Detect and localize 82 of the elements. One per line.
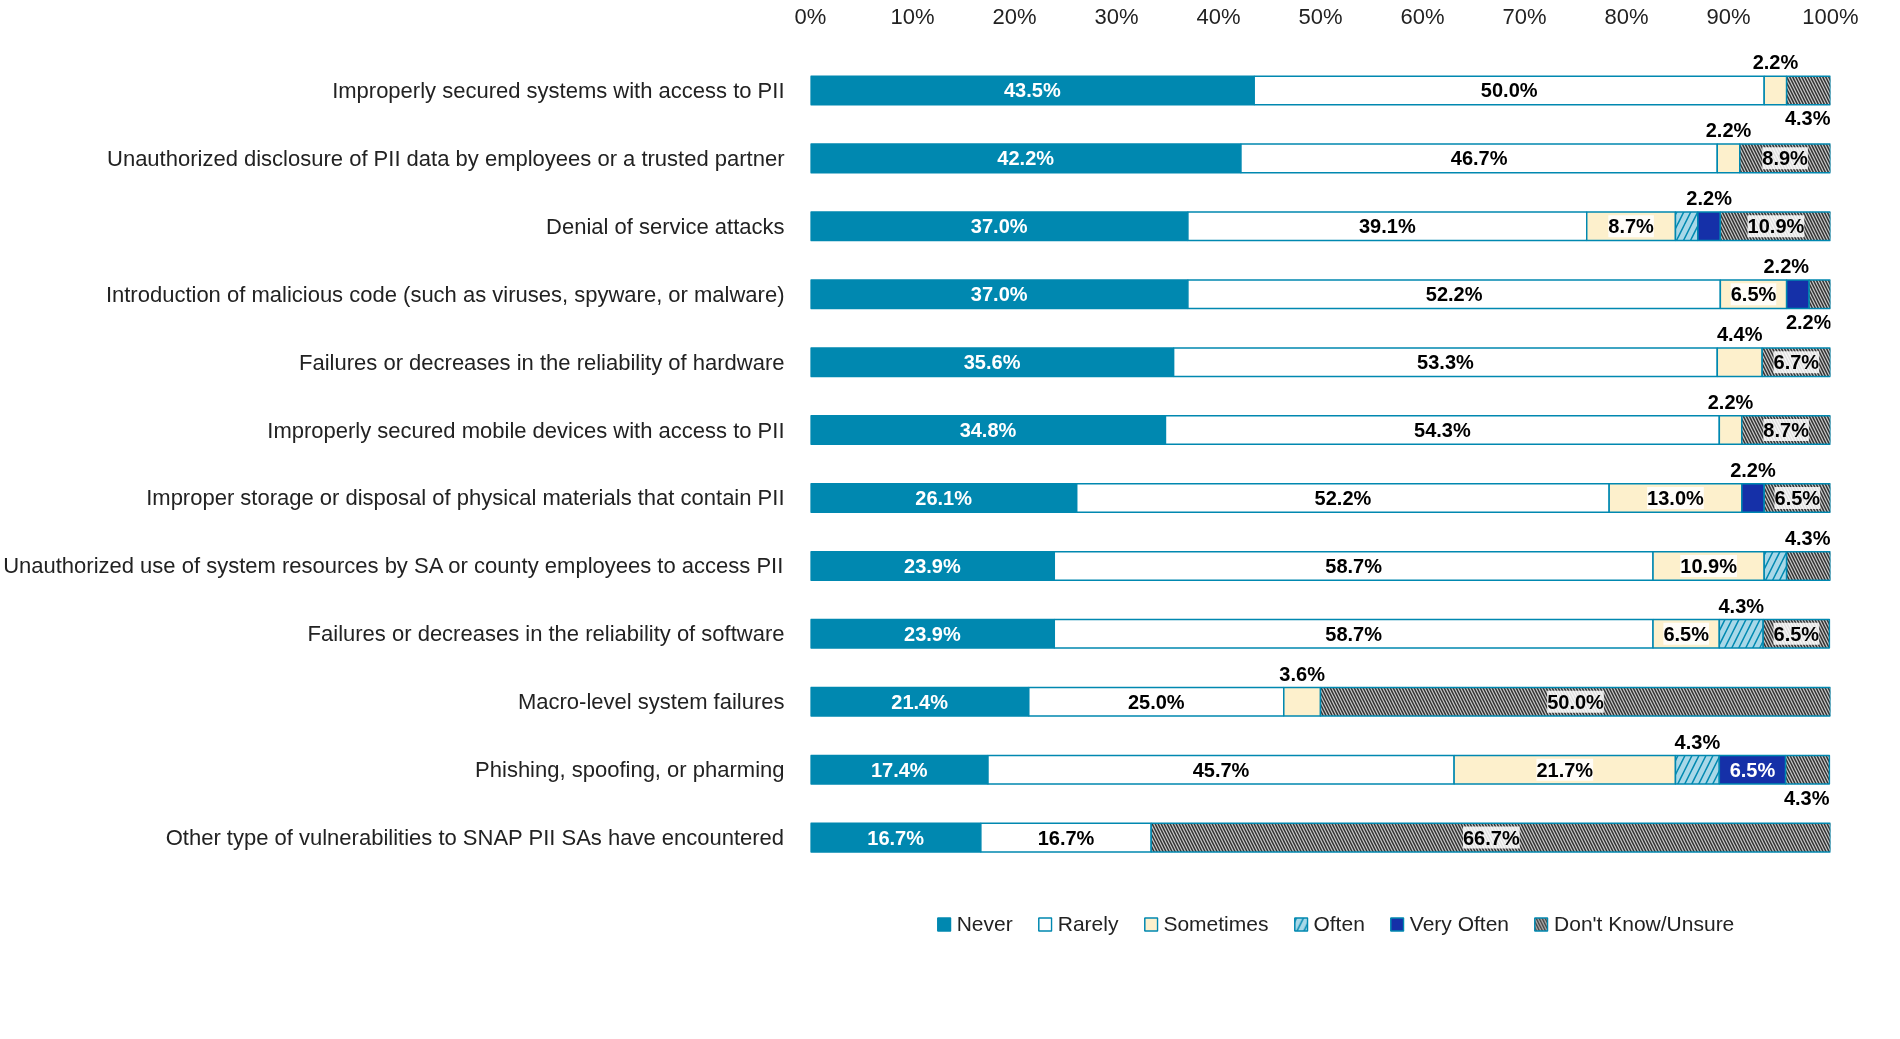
- data-label: 37.0%: [970, 283, 1028, 306]
- legend-label: Often: [1313, 911, 1365, 936]
- data-label: 3.6%: [1279, 662, 1326, 685]
- data-label: 54.3%: [1414, 419, 1471, 442]
- data-label: 10.9%: [1747, 215, 1805, 238]
- data-label: 2.2%: [1686, 187, 1733, 210]
- data-label: 2.2%: [1705, 119, 1752, 142]
- data-label: 2.2%: [1730, 459, 1776, 482]
- x-tick-label: 40%: [1196, 3, 1241, 29]
- y-tick-label: Unauthorized disclosure of PII data by employees or a trusted partner: [107, 145, 785, 171]
- data-label: 50.0%: [1480, 79, 1538, 102]
- data-label: 2.2%: [1763, 255, 1810, 278]
- data-label: 37.0%: [970, 215, 1028, 238]
- y-tick-label: Macro-level system failures: [517, 689, 785, 715]
- legend-label: Don't Know/Unsure: [1554, 911, 1735, 936]
- data-label: 23.9%: [904, 622, 961, 645]
- data-label: 50.0%: [1547, 690, 1605, 713]
- y-tick-label: Improperly secured systems with access to PII: [332, 77, 785, 103]
- data-label: 10.9%: [1680, 554, 1738, 577]
- legend-label: Very Often: [1409, 911, 1510, 936]
- data-label: 42.2%: [997, 147, 1055, 170]
- y-tick-label: Failures or decreases in the reliability of hardware: [299, 349, 785, 375]
- x-tick-label: 80%: [1604, 3, 1649, 29]
- data-label: 16.7%: [1037, 826, 1095, 849]
- data-label: 21.4%: [891, 690, 949, 713]
- data-label: 66.7%: [1463, 826, 1520, 849]
- x-tick-label: 20%: [992, 3, 1037, 29]
- data-label: 2.2%: [1785, 311, 1832, 334]
- x-tick-label: 70%: [1502, 3, 1547, 29]
- data-label: 58.7%: [1325, 554, 1383, 577]
- x-tick-label: 0%: [794, 3, 827, 29]
- y-tick-label: Failures or decreases in the reliability of software: [307, 621, 785, 647]
- y-tick-label: Denial of service attacks: [546, 213, 785, 239]
- data-label: 6.5%: [1663, 622, 1710, 645]
- data-label: 58.7%: [1325, 622, 1383, 645]
- data-label: 4.3%: [1718, 594, 1765, 617]
- y-tick-label: Improper storage or disposal of physical materials that contain PII: [146, 485, 785, 511]
- data-label: 6.5%: [1729, 758, 1776, 781]
- data-label: 4.3%: [1784, 526, 1831, 549]
- y-tick-label: Unauthorized use of system resources by SA or county employees to access PII: [3, 553, 784, 579]
- data-label: 4.3%: [1674, 730, 1721, 753]
- data-label: 23.9%: [904, 554, 961, 577]
- y-tick-label: Phishing, spoofing, or pharming: [475, 757, 785, 783]
- x-tick-label: 10%: [890, 3, 935, 29]
- data-label: 4.3%: [1784, 107, 1831, 130]
- data-label: 52.2%: [1425, 283, 1483, 306]
- data-label: 2.2%: [1707, 391, 1754, 414]
- data-label: 8.7%: [1763, 419, 1810, 442]
- data-label: 46.7%: [1450, 147, 1508, 170]
- data-label: 39.1%: [1358, 215, 1416, 238]
- data-label: 45.7%: [1192, 758, 1250, 781]
- legend-label: Sometimes: [1163, 911, 1269, 936]
- x-tick-label: 50%: [1298, 3, 1343, 29]
- data-label: 8.9%: [1762, 147, 1809, 170]
- y-tick-label: Other type of vulnerabilities to SNAP PII SAs have encountered: [165, 825, 785, 851]
- data-label: 52.2%: [1314, 486, 1372, 509]
- x-tick-label: 60%: [1400, 3, 1445, 29]
- data-label: 13.0%: [1647, 486, 1705, 509]
- y-tick-label: Introduction of malicious code (such as viruses, spyware, or malware): [105, 281, 785, 307]
- data-label: 6.5%: [1730, 283, 1777, 306]
- data-label: 4.4%: [1716, 323, 1763, 346]
- x-tick-label: 90%: [1706, 3, 1751, 29]
- data-label: 21.7%: [1536, 758, 1594, 781]
- data-label: 26.1%: [915, 486, 973, 509]
- x-tick-label: 30%: [1094, 3, 1139, 29]
- y-tick-label: Improperly secured mobile devices with access to PII: [267, 417, 785, 443]
- data-label: 4.3%: [1783, 786, 1830, 809]
- data-label: 43.5%: [1004, 79, 1061, 102]
- data-label: 6.5%: [1773, 622, 1820, 645]
- legend-label: Never: [956, 911, 1013, 936]
- data-label: 8.7%: [1608, 215, 1655, 238]
- data-label: 35.6%: [963, 351, 1021, 374]
- x-tick-label: 100%: [1802, 3, 1859, 29]
- legend-label: Rarely: [1057, 911, 1119, 936]
- data-label: 6.5%: [1774, 486, 1821, 509]
- data-label: 2.2%: [1752, 51, 1799, 74]
- data-label: 34.8%: [959, 419, 1017, 442]
- data-label: 17.4%: [870, 758, 928, 781]
- data-label: 25.0%: [1127, 690, 1185, 713]
- data-label: 6.7%: [1773, 351, 1820, 374]
- data-label: 53.3%: [1417, 351, 1475, 374]
- data-label: 16.7%: [867, 826, 925, 849]
